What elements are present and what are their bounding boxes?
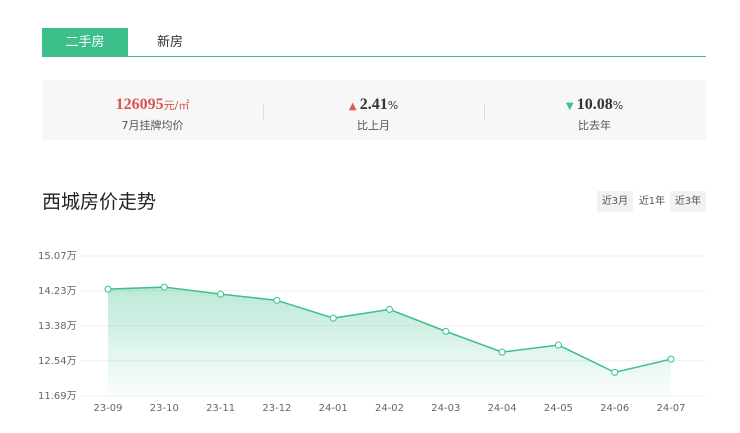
- y-tick-label: 12.54万: [38, 356, 77, 367]
- stat-value: 126095: [115, 96, 164, 113]
- stat-unit: 元/㎡: [163, 99, 190, 112]
- point: [667, 355, 675, 363]
- divider: [263, 103, 264, 121]
- x-tick-label: 24-02: [375, 403, 404, 414]
- x-tick-label: 23-11: [206, 403, 235, 414]
- y-tick-label: 13.38万: [38, 321, 77, 332]
- point: [160, 283, 168, 291]
- point: [217, 290, 225, 298]
- stat-label: 比去年: [578, 119, 611, 132]
- x-tick-label: 24-06: [600, 403, 629, 414]
- point: [498, 348, 506, 356]
- tab[interactable]: 二手房: [42, 28, 128, 57]
- stat-value: 10.08: [576, 96, 613, 113]
- x-tick-label: 24-03: [431, 403, 460, 414]
- point: [104, 285, 112, 293]
- range-button[interactable]: 近1年: [634, 191, 670, 212]
- x-tick-label: 23-09: [93, 403, 122, 414]
- stats-box: [42, 80, 706, 140]
- x-tick-label: 24-05: [544, 403, 573, 414]
- up-arrow: ▲: [348, 101, 360, 112]
- point: [273, 296, 281, 304]
- section-title: 西城房价走势: [42, 191, 157, 213]
- point: [442, 327, 450, 335]
- stat-unit: %: [387, 99, 399, 112]
- range-button[interactable]: 近3月: [597, 191, 633, 212]
- tab-underline: [42, 56, 706, 57]
- x-tick-label: 23-10: [150, 403, 179, 414]
- y-tick-label: 14.23万: [38, 286, 77, 297]
- stat: 126095元/㎡ 7月挂牌均价: [42, 80, 263, 133]
- tab[interactable]: 新房: [156, 35, 183, 50]
- stat-label: 比上月: [357, 119, 390, 132]
- point: [554, 341, 562, 349]
- area: [108, 287, 671, 396]
- stat-value: 2.41: [359, 96, 388, 113]
- stat: ▼ 10.08% 比去年: [484, 80, 705, 133]
- stat: ▲ 2.41% 比上月: [263, 80, 484, 133]
- stat-unit: %: [612, 99, 624, 112]
- range-button[interactable]: 近3年: [670, 191, 706, 212]
- y-tick-label: 15.07万: [38, 251, 77, 262]
- down-arrow: ▼: [565, 101, 577, 112]
- x-tick-label: 24-01: [319, 403, 348, 414]
- x-tick-label: 24-04: [488, 403, 517, 414]
- y-tick-label: 11.69万: [38, 391, 77, 402]
- x-tick-label: 23-12: [262, 403, 291, 414]
- x-tick-label: 24-07: [656, 403, 685, 414]
- stat-label: 7月挂牌均价: [121, 119, 184, 132]
- divider: [484, 103, 485, 121]
- point: [329, 314, 337, 322]
- point: [611, 368, 619, 376]
- point: [386, 305, 393, 313]
